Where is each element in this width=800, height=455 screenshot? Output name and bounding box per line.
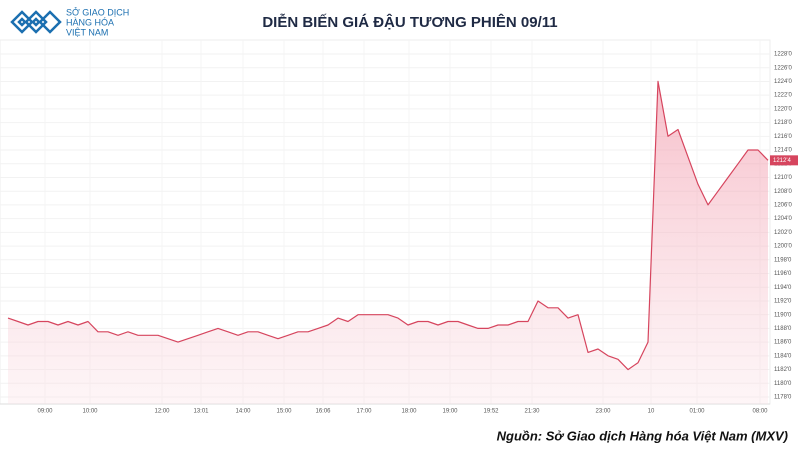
y-tick-label: 1192'0	[774, 299, 792, 305]
y-tick-label: 1186'0	[774, 340, 792, 346]
x-tick-label: 15:00	[276, 409, 292, 415]
x-tick-label: 16:06	[315, 409, 331, 415]
y-tick-label: 1214'0	[774, 148, 792, 154]
logo-line: SỞ GIAO DỊCH	[66, 6, 129, 17]
chart-title: DIỄN BIẾN GIÁ ĐẬU TƯƠNG PHIÊN 09/11	[262, 13, 557, 31]
last-price-marker	[770, 155, 798, 166]
x-tick-label: 18:00	[401, 409, 417, 415]
y-tick-label: 1216'0	[774, 134, 792, 140]
y-tick-label: 1182'0	[774, 367, 792, 373]
x-tick-label: 10:00	[82, 409, 98, 415]
logo-line: VIỆT NAM	[66, 27, 108, 37]
y-tick-label: 1180'0	[774, 381, 792, 387]
x-tick-label: 09:00	[37, 409, 53, 415]
logo-line: HÀNG HÓA	[66, 17, 114, 27]
y-tick-label: 1224'0	[774, 79, 792, 85]
x-tick-label: 21:30	[524, 409, 540, 415]
area-fill	[8, 81, 768, 405]
y-tick-label: 1196'0	[774, 271, 792, 277]
y-tick-label: 1206'0	[774, 202, 792, 208]
last-price-label: 1212'4	[773, 158, 791, 164]
y-tick-label: 1218'0	[774, 120, 792, 126]
x-tick-label: 19:52	[483, 409, 499, 415]
y-tick-label: 1220'0	[774, 106, 792, 112]
x-tick-label: 10	[648, 409, 655, 415]
y-tick-label: 1210'0	[774, 175, 792, 181]
y-tick-label: 1226'0	[774, 65, 792, 71]
x-tick-label: 17:00	[356, 409, 372, 415]
x-tick-label: 08:00	[752, 409, 768, 415]
y-tick-label: 1184'0	[774, 353, 792, 359]
x-tick-label: 01:00	[689, 409, 705, 415]
y-tick-label: 1208'0	[774, 189, 792, 195]
y-tick-label: 1188'0	[774, 326, 792, 332]
y-tick-label: 1202'0	[774, 230, 792, 236]
x-tick-label: 13:01	[193, 409, 209, 415]
y-tick-label: 1228'0	[774, 52, 792, 58]
y-tick-label: 1200'0	[774, 244, 792, 250]
y-tick-label: 1178'0	[774, 395, 792, 401]
y-tick-label: 1198'0	[774, 257, 792, 263]
y-tick-label: 1190'0	[774, 312, 792, 318]
source-note: Nguồn: Sở Giao dịch Hàng hóa Việt Nam (M…	[497, 428, 788, 443]
plot-area: 1178'0 1180'0 1182'0 1184'0 1186'0 1188'0 1190…	[0, 39, 798, 415]
price-line	[7, 80, 769, 371]
logo: SỞ GIAO DỊCH HÀNG HÓA VIỆT NAM	[10, 6, 129, 37]
x-tick-label: 19:00	[442, 409, 458, 415]
x-tick-label: 12:00	[154, 409, 170, 415]
y-tick-label: 1222'0	[774, 93, 792, 99]
x-tick-label: 23:00	[595, 409, 611, 415]
y-tick-label: 1204'0	[774, 216, 792, 222]
y-tick-label: 1194'0	[774, 285, 792, 291]
x-tick-label: 14:00	[235, 409, 251, 415]
